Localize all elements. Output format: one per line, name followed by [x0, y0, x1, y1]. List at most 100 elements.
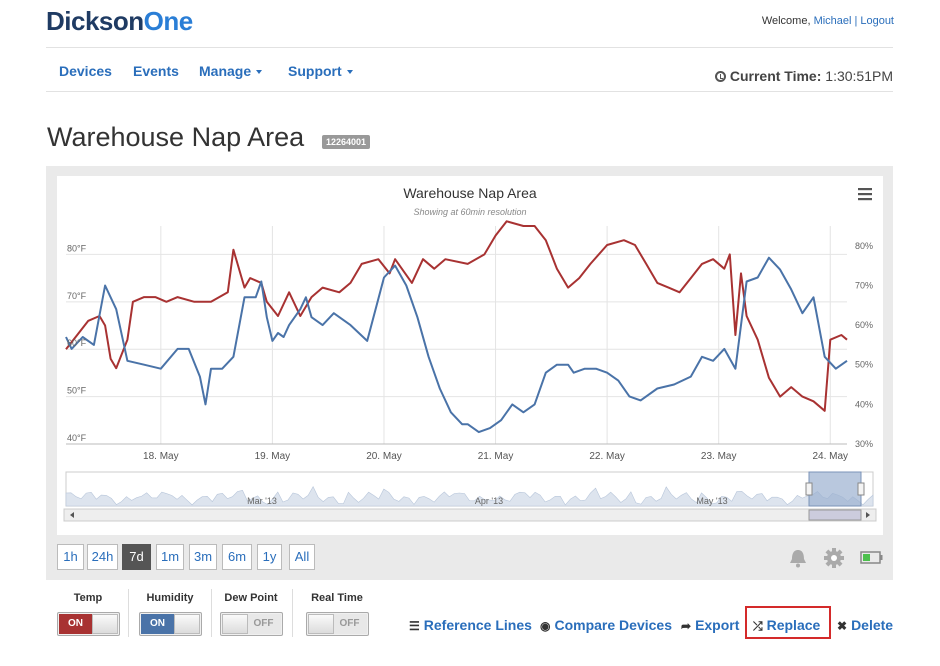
toggle-switch[interactable]: ON: [138, 612, 202, 636]
range-button-1m[interactable]: 1m: [156, 544, 184, 570]
toggle-group-temp: Temp ON: [56, 592, 120, 641]
x-tick-label: 24. May: [812, 451, 848, 462]
toggle-divider: [128, 589, 129, 637]
line-chart[interactable]: Warehouse Nap Area Showing at 60min reso…: [57, 176, 883, 535]
toggle-label: Humidity: [146, 592, 194, 604]
chart-navigator[interactable]: Mar '13 Apr '13 May '13: [63, 471, 877, 522]
x-tick-label: 18. May: [143, 451, 179, 462]
navigator-handle-left: [805, 482, 813, 496]
logout-link[interactable]: Logout: [860, 15, 894, 27]
align-lines-icon: ☰: [409, 619, 420, 633]
toggle-label: Temp: [73, 592, 103, 604]
range-button-all[interactable]: All: [289, 544, 315, 570]
toggle-switch[interactable]: OFF: [219, 612, 283, 636]
y-left-tick-label: 50°F: [67, 386, 87, 396]
toggle-state: OFF: [332, 614, 367, 634]
nav-devices[interactable]: Devices: [59, 63, 112, 79]
toggle-state: ON: [140, 614, 175, 634]
reference-lines-button[interactable]: ☰ Reference Lines: [409, 617, 532, 633]
scroll-left-arrow-icon: [70, 512, 74, 518]
toggle-state: OFF: [246, 614, 281, 634]
close-icon: ✖: [837, 619, 848, 633]
range-button-3m[interactable]: 3m: [189, 544, 217, 570]
chart-container: Warehouse Nap Area Showing at 60min reso…: [57, 176, 883, 535]
y-right-tick-label: 50%: [855, 360, 873, 370]
bell-icon[interactable]: [790, 550, 806, 568]
replace-button[interactable]: ⤮ Replace: [753, 617, 821, 633]
eye-icon: ◉: [540, 619, 551, 633]
hamburger-menu-icon[interactable]: [858, 188, 872, 201]
serial-badge: 12264001: [322, 135, 371, 149]
toggle-switch[interactable]: OFF: [305, 612, 369, 636]
logo-text-dickson: Dickson: [46, 6, 144, 36]
current-time-value: 1:30:51PM: [825, 68, 893, 84]
chart-subtitle: Showing at 60min resolution: [413, 207, 526, 217]
chart-title: Warehouse Nap Area: [403, 185, 537, 201]
toggle-state: ON: [58, 614, 93, 634]
y-right-tick-label: 80%: [855, 241, 873, 251]
navigator-tick-label: May '13: [696, 496, 727, 506]
current-time-label: Current Time:: [729, 68, 822, 84]
toggle-group-dew-point: Dew Point OFF: [219, 592, 283, 641]
y-left-tick-label: 80°F: [67, 243, 87, 253]
gear-icon[interactable]: [824, 548, 844, 568]
y-left-tick-label: 70°F: [67, 291, 87, 301]
replace-highlight-box: [745, 606, 831, 639]
x-tick-label: 20. May: [366, 451, 402, 462]
x-tick-label: 19. May: [255, 451, 291, 462]
nav-events[interactable]: Events: [133, 63, 179, 79]
battery-icon: [860, 551, 883, 564]
range-button-24h[interactable]: 24h: [87, 544, 118, 570]
share-arrow-icon: ➦: [681, 619, 692, 633]
current-time: Current Time: 1:30:51PM: [714, 68, 893, 84]
y-right-tick-label: 70%: [855, 280, 873, 290]
toggle-label: Dew Point: [224, 592, 278, 604]
header-divider: [46, 47, 893, 48]
range-button-6m[interactable]: 6m: [222, 544, 252, 570]
nav-divider: [46, 91, 893, 92]
toggle-group-humidity: Humidity ON: [138, 592, 202, 641]
y-right-tick-label: 30%: [855, 439, 873, 449]
x-tick-label: 21. May: [478, 451, 514, 462]
navigator-tick-label: Mar '13: [247, 496, 277, 506]
y-right-tick-label: 40%: [855, 399, 873, 409]
y-left-tick-label: 40°F: [67, 433, 87, 443]
toggle-label: Real Time: [311, 592, 363, 604]
navigator-tick-label: Apr '13: [475, 496, 503, 506]
chevron-down-icon: [256, 70, 263, 75]
logo-text-one: One: [143, 6, 194, 36]
page-title: Warehouse Nap Area: [47, 122, 305, 152]
shuffle-icon: ⤮: [753, 619, 763, 633]
delete-button[interactable]: ✖ Delete: [837, 617, 894, 633]
toggle-knob: [91, 614, 118, 634]
x-tick-label: 22. May: [589, 451, 625, 462]
welcome-text: Welcome,: [761, 15, 811, 27]
nav-support[interactable]: Support: [288, 63, 353, 79]
x-tick-label: 23. May: [701, 451, 737, 462]
toggle-divider: [292, 589, 293, 637]
toggle-knob: [221, 614, 248, 634]
export-button[interactable]: ➦ Export: [681, 617, 740, 633]
range-button-7d[interactable]: 7d: [122, 544, 151, 570]
humidity-series-line: [65, 256, 848, 434]
compare-devices-button[interactable]: ◉ Compare Devices: [540, 617, 672, 633]
y-right-tick-label: 60%: [855, 320, 873, 330]
nav-manage[interactable]: Manage: [199, 63, 263, 79]
scroll-right-arrow-icon: [866, 512, 870, 518]
user-name-link[interactable]: Michael: [813, 15, 852, 27]
toggle-divider: [211, 589, 212, 637]
toggle-group-real-time: Real Time OFF: [305, 592, 369, 641]
toggle-switch[interactable]: ON: [56, 612, 120, 636]
range-button-1y[interactable]: 1y: [257, 544, 282, 570]
clock-icon: [714, 71, 726, 82]
temp-series-line: [65, 220, 848, 412]
y-left-tick-label: 60°F: [67, 338, 87, 348]
navigator-selection: [808, 471, 862, 507]
dicksonone-logo[interactable]: DicksonOne: [46, 6, 193, 37]
navigator-handle-right: [857, 482, 865, 496]
toggle-knob: [173, 614, 200, 634]
navigator-scrollbar-thumb: [808, 509, 862, 521]
navigator-area: [65, 485, 874, 507]
range-button-1h[interactable]: 1h: [57, 544, 84, 570]
toggle-knob: [307, 614, 334, 634]
